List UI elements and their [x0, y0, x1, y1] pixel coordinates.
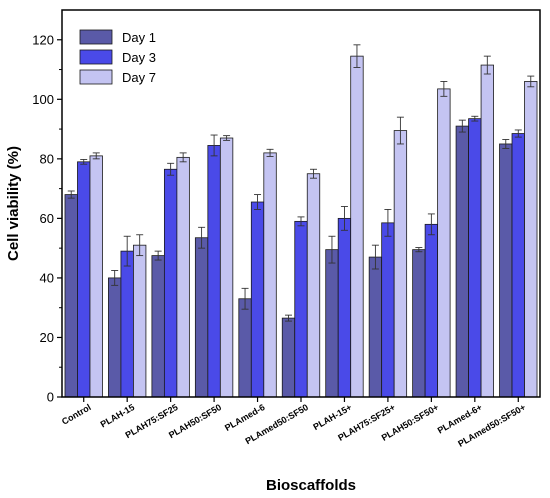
bar	[64, 194, 78, 398]
y-axis-title: Cell viability (%)	[5, 146, 22, 261]
legend-swatch	[79, 49, 113, 65]
legend: Day 1 Day 3 Day 7	[79, 29, 156, 85]
error-bar	[80, 158, 88, 165]
bars-layer	[64, 55, 538, 398]
x-tick-label: Control	[60, 402, 93, 427]
bar	[412, 249, 426, 398]
error-bar	[471, 115, 479, 122]
error-bars-layer	[67, 44, 535, 322]
y-tick-label: 80	[40, 151, 54, 166]
bar	[306, 173, 321, 398]
bar	[455, 125, 469, 398]
bar	[194, 237, 209, 398]
legend-swatch	[79, 69, 113, 85]
y-tick-label: 100	[32, 92, 54, 107]
bar	[468, 118, 482, 398]
error-bar	[198, 226, 206, 249]
bar	[163, 168, 178, 398]
bar	[250, 201, 265, 398]
bar	[424, 223, 439, 398]
legend-label: Day 7	[122, 70, 156, 85]
error-bar	[384, 209, 392, 237]
bar	[381, 222, 395, 398]
legend-label: Day 1	[122, 30, 156, 45]
y-tick-label: 0	[47, 390, 54, 405]
bar	[108, 277, 122, 398]
bar	[437, 88, 451, 398]
error-bar	[310, 168, 317, 179]
legend-swatch	[79, 29, 113, 45]
error-bar	[92, 152, 100, 160]
error-bar	[136, 234, 144, 257]
bar	[219, 137, 234, 398]
bar	[77, 161, 91, 398]
error-bar	[111, 270, 119, 286]
error-bar	[415, 247, 423, 253]
error-bar	[67, 190, 75, 199]
bar	[294, 220, 308, 398]
bar	[176, 156, 190, 398]
error-bar	[440, 80, 448, 97]
error-bar	[483, 55, 491, 75]
error-bar	[458, 119, 466, 133]
bar	[393, 130, 408, 398]
error-bar	[514, 129, 522, 138]
error-bar	[502, 139, 510, 149]
error-bar	[297, 216, 305, 227]
error-bar	[371, 244, 379, 270]
y-tick-label: 20	[40, 330, 54, 345]
error-bar	[396, 116, 404, 145]
bar	[133, 244, 147, 398]
error-bar	[254, 194, 262, 210]
bar	[238, 298, 252, 398]
bar	[325, 249, 339, 398]
error-bar	[210, 134, 218, 157]
y-tick-label: 120	[32, 32, 54, 47]
error-bar	[167, 162, 175, 176]
bar	[120, 250, 134, 398]
bar	[263, 152, 277, 398]
y-axis-ticks: 0 20 40 60 80 100 120	[32, 32, 62, 405]
error-bar	[527, 75, 535, 88]
error-bar	[241, 287, 249, 310]
bar	[207, 145, 221, 398]
bar	[368, 256, 383, 398]
error-bar	[266, 148, 274, 157]
legend-label: Day 3	[122, 50, 156, 65]
error-bar	[123, 235, 131, 267]
error-bar	[427, 213, 435, 236]
bar	[337, 217, 352, 398]
bar	[350, 55, 364, 398]
bar	[524, 81, 538, 398]
bar	[151, 255, 165, 398]
bar	[480, 64, 494, 398]
error-bar	[340, 206, 348, 231]
y-tick-label: 40	[40, 270, 54, 285]
error-bar	[353, 44, 361, 68]
error-bar	[154, 250, 162, 261]
error-bar	[179, 152, 187, 163]
x-tick-label: PLAH-15	[99, 402, 136, 429]
bar	[511, 133, 525, 398]
error-bar	[328, 235, 336, 264]
error-bar	[223, 135, 231, 141]
x-axis-title: Bioscaffolds	[266, 477, 356, 494]
bar	[499, 143, 513, 398]
bar	[89, 155, 103, 398]
y-tick-label: 60	[40, 211, 54, 226]
bar	[281, 317, 296, 398]
error-bar	[285, 314, 292, 322]
